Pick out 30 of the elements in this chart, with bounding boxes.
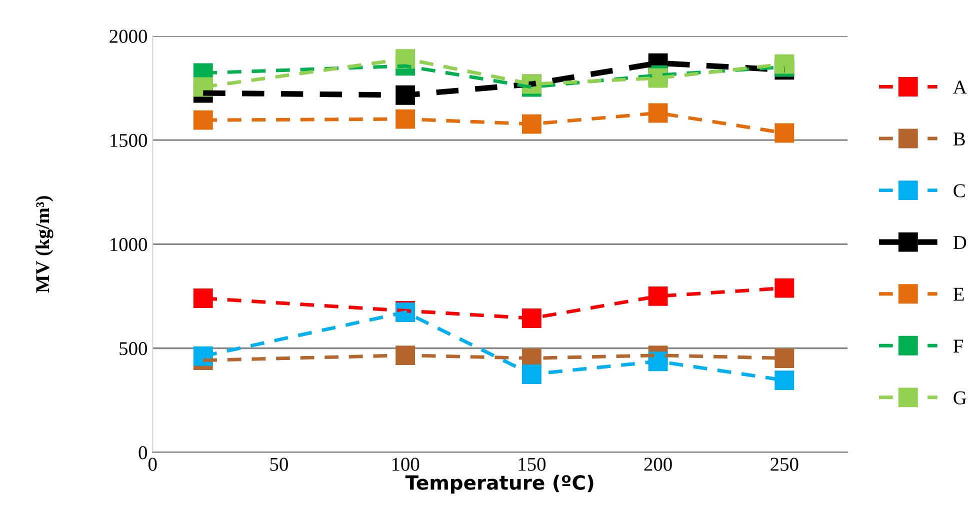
legend-label: A xyxy=(953,80,967,94)
legend-label: B xyxy=(953,132,965,146)
point xyxy=(648,103,668,123)
point xyxy=(774,278,794,298)
x-tick-label: 0 xyxy=(148,458,157,471)
point xyxy=(648,286,668,306)
x-tick-label: 200 xyxy=(644,458,672,471)
legend-label: G xyxy=(954,391,966,404)
legend-label: C xyxy=(954,184,965,198)
x-axis-title: Temperature (ºC) xyxy=(405,474,594,494)
point xyxy=(193,288,213,308)
x-tick-label: 250 xyxy=(770,458,798,471)
y-tick-label: 1500 xyxy=(110,134,147,148)
legend-label: F xyxy=(953,340,963,352)
y-tick-label: 1000 xyxy=(110,238,147,252)
x-tick-label: 150 xyxy=(518,458,546,471)
point xyxy=(522,114,542,134)
x-tick-label: 50 xyxy=(270,458,288,471)
point xyxy=(774,348,794,368)
point xyxy=(774,370,794,390)
legend-label: E xyxy=(953,288,964,301)
y-tick-label: 0 xyxy=(138,446,147,460)
y-axis-title: MV (kg/m³) xyxy=(36,196,54,293)
y-tick-label: 2000 xyxy=(110,30,147,43)
point xyxy=(193,110,213,130)
point xyxy=(522,308,542,328)
point xyxy=(774,123,794,143)
y-tick-label: 500 xyxy=(120,342,147,356)
legend-label: D xyxy=(953,236,966,249)
x-tick-label: 100 xyxy=(392,458,420,471)
